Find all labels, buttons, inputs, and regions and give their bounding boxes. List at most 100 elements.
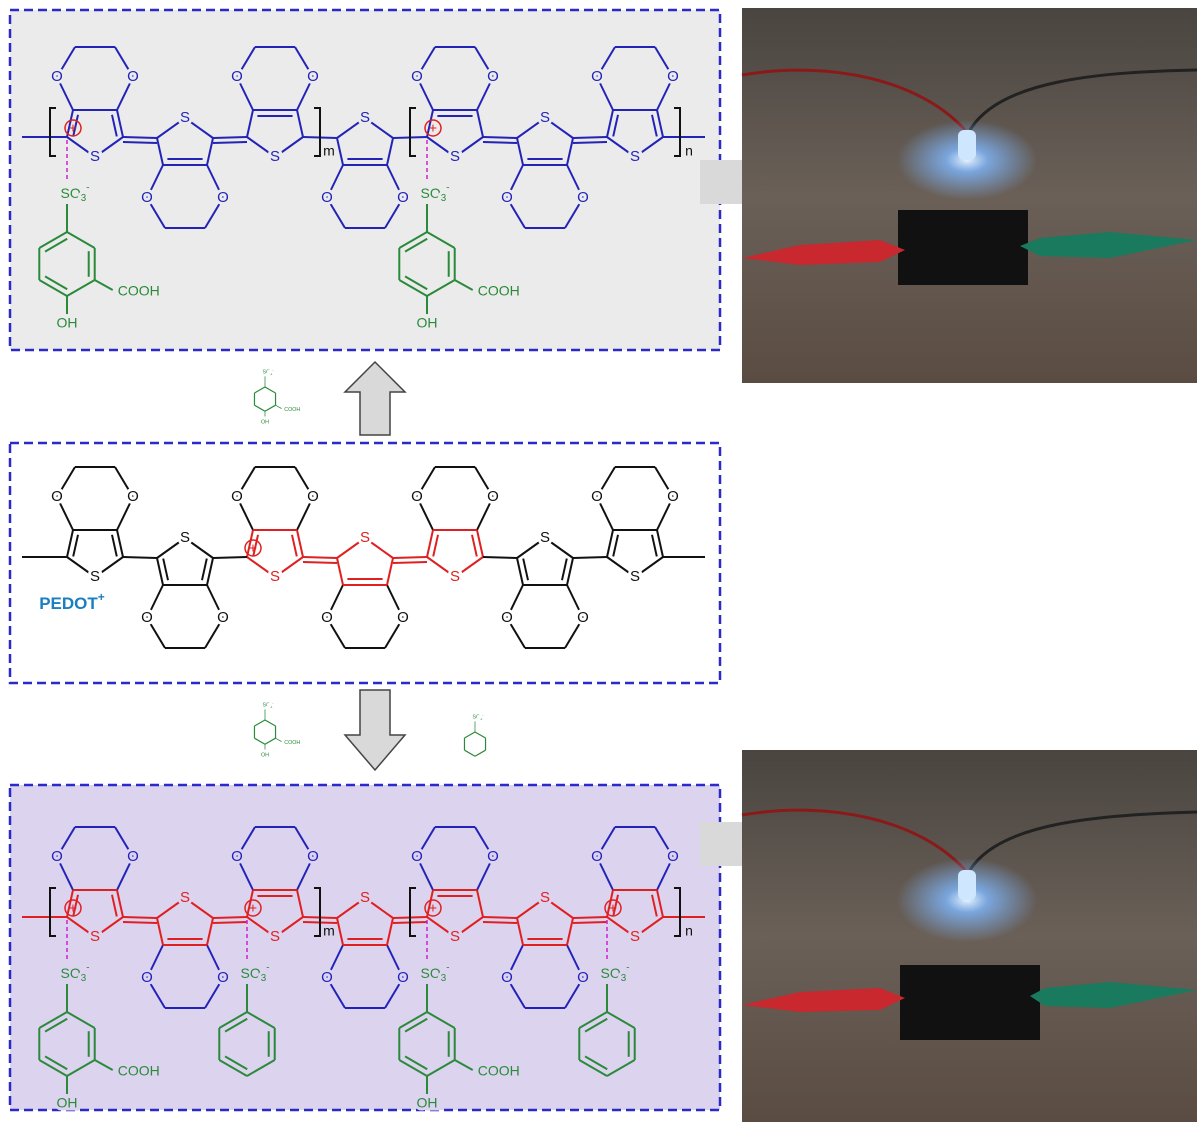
pedot-label: PEDOT+	[39, 590, 105, 613]
atom-label: COOH	[284, 740, 300, 746]
atom-label: O	[397, 609, 409, 626]
sulfonate-base: SO	[61, 185, 81, 201]
sulfonate-sup: -	[272, 368, 274, 372]
atom-label: O	[667, 68, 679, 85]
charge-label: +	[69, 900, 77, 916]
atom-label: OH	[261, 752, 269, 758]
bond	[573, 557, 607, 558]
sulfonate-label: SO3-	[263, 701, 275, 709]
bond	[213, 917, 247, 918]
bond	[483, 917, 517, 918]
bond	[573, 142, 607, 143]
bond	[573, 917, 607, 918]
charge-label: +	[249, 540, 257, 556]
bond	[464, 732, 475, 738]
atom-label: O	[577, 609, 589, 626]
atom-label: O	[231, 68, 243, 85]
atom-label: S	[630, 928, 640, 945]
sulfonate-sup: -	[86, 182, 89, 193]
charge-label: +	[429, 120, 437, 136]
atom-label: O	[577, 969, 589, 986]
sulfonate-sub: 3	[81, 193, 87, 204]
atom-label: S	[360, 529, 370, 546]
sulfonate-sup: -	[272, 701, 274, 705]
bond	[464, 750, 475, 756]
bond	[303, 562, 337, 563]
sulfonate-sub: 3	[480, 717, 482, 721]
sulfonate-sup: -	[626, 962, 629, 973]
bond	[123, 917, 157, 918]
atom-label: O	[487, 68, 499, 85]
atom-label: O	[127, 68, 139, 85]
bond	[254, 387, 265, 393]
sulfonate-base: SO	[241, 965, 261, 981]
atom-label: O	[667, 848, 679, 865]
bond	[254, 405, 265, 411]
atom-label: OH	[417, 1095, 438, 1111]
atom-label: O	[487, 848, 499, 865]
bond	[254, 738, 265, 744]
atom-label: O	[307, 68, 319, 85]
bond	[123, 142, 157, 143]
bond	[265, 720, 276, 726]
sulfonate-label: SO3-	[473, 713, 485, 721]
sulfonate-base: SO	[263, 703, 271, 709]
bond	[123, 922, 157, 923]
atom-label: S	[270, 928, 280, 945]
atom-label: O	[321, 189, 333, 206]
sulfonate-base: SO	[61, 965, 81, 981]
pedot-name: PEDOT	[39, 594, 98, 613]
sulfonate-sup: -	[86, 962, 89, 973]
atom-label: S	[360, 109, 370, 126]
atom-label: COOH	[284, 407, 300, 413]
atom-label: O	[141, 189, 153, 206]
up-arrow	[345, 362, 405, 435]
dopant-molecule: SO3-	[464, 713, 485, 756]
atom-label: O	[411, 68, 423, 85]
bond	[475, 732, 486, 738]
bottom-panel	[10, 785, 720, 1110]
bond	[276, 405, 283, 409]
atom-label: COOH	[478, 283, 520, 299]
atom-label: O	[397, 189, 409, 206]
repeat-subscript: m	[323, 923, 335, 939]
atom-label: O	[127, 488, 139, 505]
atom-label: O	[321, 969, 333, 986]
atom-label: O	[411, 848, 423, 865]
bond	[393, 562, 427, 563]
atom-label: O	[141, 969, 153, 986]
atom-label: S	[180, 109, 190, 126]
atom-label: O	[591, 848, 603, 865]
atom-label: O	[667, 488, 679, 505]
repeat-subscript: n	[685, 143, 693, 159]
atom-label: S	[540, 529, 550, 546]
photo-bottom	[742, 750, 1197, 1122]
atom-label: COOH	[118, 1063, 160, 1079]
atom-label: S	[450, 148, 460, 165]
sulfonate-sup: -	[446, 962, 449, 973]
bond	[213, 137, 247, 138]
atom-label: O	[591, 488, 603, 505]
atom-label: S	[540, 109, 550, 126]
repeat-subscript: n	[685, 923, 693, 939]
atom-label: S	[630, 568, 640, 585]
pedot-charge: +	[98, 590, 105, 604]
atom-label: O	[127, 848, 139, 865]
atom-label: O	[217, 609, 229, 626]
bond	[213, 557, 247, 558]
atom-label: O	[231, 488, 243, 505]
atom-label: O	[501, 969, 513, 986]
charge-label: +	[429, 900, 437, 916]
atom-label: O	[321, 609, 333, 626]
atom-label: S	[450, 928, 460, 945]
bond	[483, 142, 517, 143]
atom-label: O	[501, 189, 513, 206]
bond	[123, 137, 157, 138]
bond	[303, 557, 337, 558]
atom-label: O	[217, 189, 229, 206]
sulfonate-label: SO3-	[263, 368, 275, 376]
charge-label: +	[69, 120, 77, 136]
down-arrow	[345, 690, 405, 770]
sulfonate-sup: -	[446, 182, 449, 193]
